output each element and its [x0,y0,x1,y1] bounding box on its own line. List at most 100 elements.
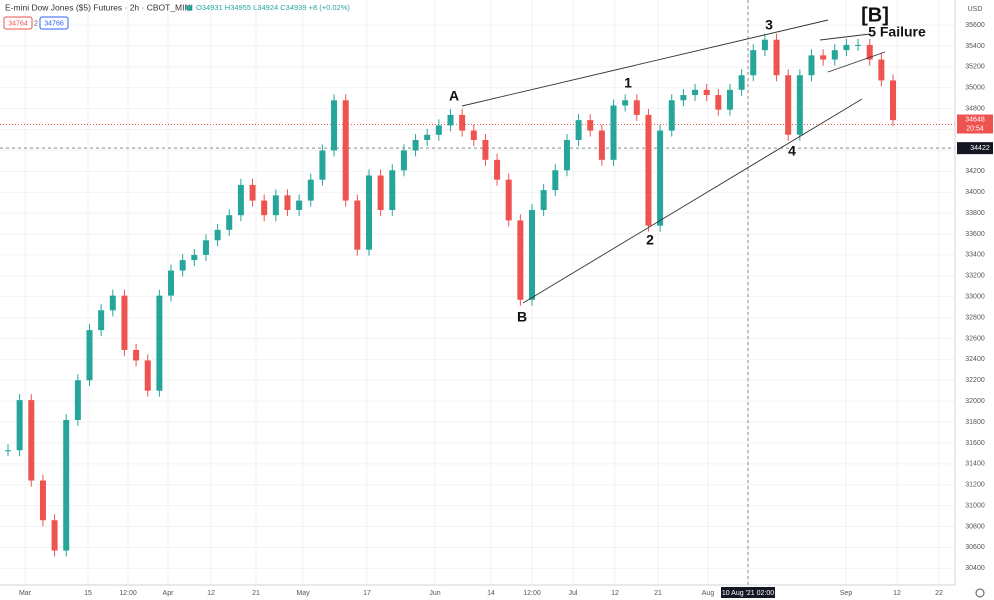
candle [389,170,396,210]
candle [552,170,559,191]
candle [855,44,862,46]
x-tick-label: 12 [893,590,901,597]
status-dot [186,5,192,11]
last-price: 34648 [965,116,985,123]
wave-degree-label: [B] [861,4,889,26]
x-tick-label: Jul [569,590,578,597]
candle [226,215,233,230]
y-tick-label: 35600 [965,22,985,29]
wave-label: 3 [765,17,773,33]
y-tick-label: 32800 [965,314,985,321]
y-tick-label: 33600 [965,231,985,238]
candle [796,75,803,135]
x-tick-label: 12:00 [523,590,541,597]
candle [133,349,140,361]
candle [331,100,338,151]
x-tick-label: Aug [702,590,715,597]
candle [412,139,419,151]
candle [715,95,722,110]
candle [435,125,442,135]
spread: 2 [34,20,38,27]
candle [633,100,640,115]
candle [284,195,291,210]
candle [482,139,489,160]
axis-labels: 30400 30600 30800 31000 31200 31400 31600 31800… [19,22,993,598]
y-tick-label: 34200 [965,168,985,175]
candle [866,44,873,60]
crosshair-price-badge [957,142,993,155]
candle [668,100,675,131]
candle [773,39,780,76]
candle [86,330,93,381]
candles [0,33,955,557]
candle [307,179,314,201]
x-tick-label: 15 [84,590,92,597]
crosshair-time-box [721,587,775,598]
x-tick-label: 12 [207,590,215,597]
candle [168,270,175,296]
wedge-lower [827,51,886,73]
wave-label: 2 [646,232,654,248]
y-tick-label: 30600 [965,544,985,551]
candle [761,39,768,51]
x-tick-label: Apr [163,590,175,597]
candle [51,520,58,551]
y-tick-label: 35200 [965,64,985,71]
y-tick-label: 35400 [965,43,985,50]
wave-label: 4 [788,143,796,159]
x-tick-label: Mar [19,590,32,597]
candle [377,175,384,210]
candle [342,100,349,201]
candle [843,44,850,51]
x-tick-label: 21 [252,590,260,597]
crosshair-price: 34422 [970,145,990,152]
candle [517,220,524,300]
candle [144,360,151,391]
candle [703,89,710,96]
candle [447,114,454,126]
candle [750,50,757,76]
candle [587,120,594,131]
candle [657,130,664,226]
ask-box[interactable] [39,16,69,30]
candle [529,209,536,300]
settings-icon[interactable] [975,588,985,598]
candle [645,114,652,226]
y-tick-label: 32000 [965,398,985,405]
bid-box[interactable] [3,16,33,30]
y-tick-label: 35000 [965,85,985,92]
candle [354,200,361,250]
x-tick-label: 12:00 [119,590,137,597]
y-tick-label: 30400 [965,565,985,572]
wave-label: 1 [624,75,632,91]
wave-label: B [517,309,527,325]
last-price-badge [957,114,993,134]
candle [214,229,221,241]
candle [249,184,256,201]
candle [261,200,268,216]
candle [365,175,372,250]
candle [575,120,582,140]
x-tick-label: Jun [429,590,440,597]
candle [726,89,733,110]
x-tick-label: Sep [840,590,853,597]
candle [98,310,105,331]
wedge-upper [819,33,871,41]
candle [738,75,745,90]
candle [63,419,70,551]
candle [505,179,512,221]
candle [109,295,116,311]
candle [237,184,244,216]
candle [156,295,163,391]
candle [808,55,815,76]
candle [622,100,629,106]
y-tick-label: 31000 [965,502,985,509]
symbol-title: E-mini Dow Jones ($5) Futures · 2h · CBO… [5,2,193,12]
candle [820,55,827,60]
candle [191,254,198,261]
candle [400,150,407,171]
candle [74,380,81,420]
y-tick-label: 33400 [965,252,985,259]
candle [494,159,501,180]
